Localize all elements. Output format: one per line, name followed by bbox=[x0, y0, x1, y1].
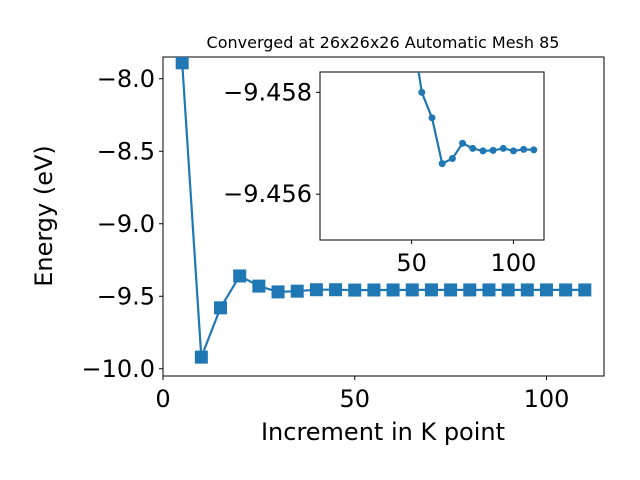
inset-axes: 50 100 −9.458 −9.456 bbox=[223, 23, 545, 277]
data-point-marker bbox=[367, 283, 381, 297]
data-point-marker bbox=[469, 144, 477, 152]
data-point-marker bbox=[175, 57, 189, 70]
data-point-marker bbox=[233, 269, 247, 283]
inset-series bbox=[408, 23, 538, 168]
data-point-marker bbox=[463, 283, 477, 297]
data-point-marker bbox=[418, 88, 426, 96]
y-tick-label: −9.456 bbox=[223, 180, 312, 208]
data-point-marker bbox=[539, 283, 553, 297]
data-point-marker bbox=[444, 283, 458, 297]
data-point-marker bbox=[271, 285, 285, 299]
y-tick-label: −10.0 bbox=[81, 355, 155, 383]
x-tick-label: 50 bbox=[396, 249, 427, 277]
data-point-marker bbox=[408, 23, 415, 30]
series-group bbox=[175, 57, 592, 364]
x-tick-label: 0 bbox=[155, 385, 170, 413]
series-group bbox=[408, 23, 538, 168]
y-tick-label: −8.5 bbox=[97, 137, 155, 165]
x-tick-label: 50 bbox=[339, 385, 370, 413]
data-point-marker bbox=[214, 301, 228, 315]
y-tick-label: −9.5 bbox=[97, 282, 155, 310]
y-axis-label: Energy (eV) bbox=[30, 145, 58, 287]
data-point-marker bbox=[252, 279, 266, 293]
data-point-marker bbox=[348, 283, 362, 297]
data-point-marker bbox=[499, 144, 507, 152]
data-point-marker bbox=[501, 283, 515, 297]
data-point-marker bbox=[424, 283, 438, 297]
x-tick-label: 100 bbox=[524, 385, 570, 413]
data-point-marker bbox=[578, 283, 592, 297]
data-point-marker bbox=[309, 283, 323, 297]
inset-ticks: 50 100 −9.458 −9.456 bbox=[223, 78, 536, 277]
data-point-marker bbox=[530, 146, 538, 154]
data-point-marker bbox=[438, 160, 446, 168]
data-point-marker bbox=[479, 147, 487, 155]
data-point-marker bbox=[448, 155, 456, 163]
data-point-marker bbox=[559, 283, 573, 297]
data-point-marker bbox=[194, 350, 208, 364]
data-point-marker bbox=[509, 147, 517, 155]
series-line bbox=[181, 62, 585, 358]
inset-plot-frame bbox=[319, 71, 545, 241]
data-point-marker bbox=[489, 146, 497, 154]
main-ticks: 0 50 100 −10.0 −9.5 −9.0 −8.5 −8.0 bbox=[81, 65, 569, 413]
x-axis-label: Increment in K point bbox=[261, 418, 505, 446]
y-tick-label: −9.458 bbox=[223, 78, 312, 106]
x-tick-label: 100 bbox=[491, 249, 537, 277]
data-point-marker bbox=[428, 114, 436, 122]
data-point-marker bbox=[405, 283, 419, 297]
data-point-marker bbox=[482, 283, 496, 297]
data-point-marker bbox=[386, 283, 400, 297]
y-tick-label: −8.0 bbox=[97, 65, 155, 93]
data-point-marker bbox=[520, 145, 528, 153]
main-series bbox=[175, 57, 592, 364]
data-point-marker bbox=[329, 283, 343, 297]
data-point-marker bbox=[290, 284, 304, 298]
data-point-marker bbox=[459, 139, 467, 147]
data-point-marker bbox=[520, 283, 534, 297]
main-chart-title: Converged at 26x26x26 Automatic Mesh 85 bbox=[207, 33, 560, 52]
y-tick-label: −9.0 bbox=[97, 210, 155, 238]
